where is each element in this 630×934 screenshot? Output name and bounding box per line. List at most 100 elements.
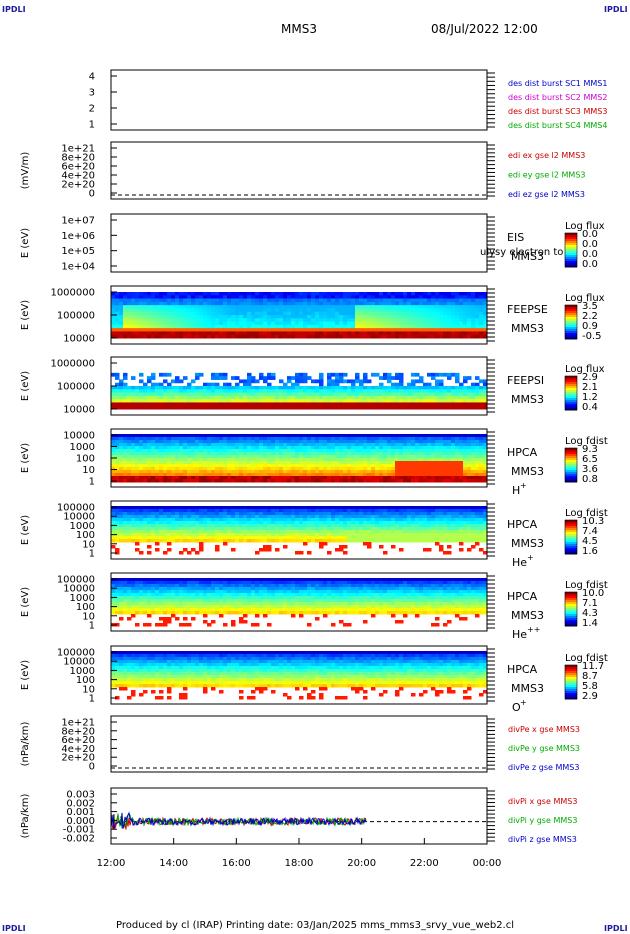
colorbar-segment — [565, 550, 577, 553]
y-tick-label: 10000 — [63, 431, 95, 442]
panel-frame-eis — [110, 213, 488, 273]
series-line — [110, 811, 367, 830]
colorbar-tick-label: 0.0 — [582, 239, 598, 250]
colorbar-frame — [564, 375, 578, 411]
colorbar-tick-label: 6.5 — [582, 454, 598, 465]
y-tick-label: 0 — [89, 189, 95, 200]
y-tick-label: 100000 — [57, 648, 95, 659]
y-tick-label: -0.001 — [63, 825, 95, 836]
x-tick-label: 20:00 — [347, 858, 376, 869]
colorbar-segment — [565, 598, 577, 601]
colorbar-segment — [565, 247, 577, 250]
y-tick-label: 100 — [76, 454, 95, 465]
legend-entry: divPe x gse MMS3 — [508, 725, 580, 734]
timeseries-divpi — [110, 811, 487, 830]
y-tick-label: 1e+04 — [61, 262, 95, 273]
colorbar-segment — [565, 380, 577, 383]
instrument-label: HPCA — [507, 663, 538, 676]
charge-label: ++ — [527, 625, 540, 634]
colorbar-segment — [565, 622, 577, 625]
colorbar-segment — [565, 448, 577, 451]
colorbar-segment — [565, 683, 577, 686]
y-tick-label: 1000000 — [50, 288, 95, 299]
colorbar-segment — [565, 546, 577, 549]
y-tick-label: 2e+20 — [61, 180, 95, 191]
colorbar-segment — [565, 480, 577, 483]
colorbar-segment — [565, 468, 577, 471]
colorbar-title: Log fdist — [565, 653, 608, 664]
colorbar-tick-label: 8.7 — [582, 671, 598, 682]
y-tick-label: 0.002 — [66, 798, 95, 809]
colorbar-segment — [565, 398, 577, 401]
panel-frame-hpca_hepp — [110, 572, 488, 632]
instrument-label: HPCA — [507, 518, 538, 531]
colorbar-segment — [565, 309, 577, 312]
colorbar-tick-label: 0.4 — [582, 402, 598, 413]
panel-frame-burst — [110, 69, 488, 131]
colorbar-segment — [565, 394, 577, 397]
colorbar-segment — [565, 313, 577, 316]
colorbar-segment — [565, 687, 577, 690]
x-tick-label: 12:00 — [97, 858, 126, 869]
colorbar-segment — [565, 592, 577, 595]
colorbar-segment — [565, 456, 577, 459]
colorbar-segment — [565, 669, 577, 672]
colorbar-segment — [565, 677, 577, 680]
spacecraft-label: MMS3 — [511, 465, 544, 478]
colorbar-tick-label: 0.0 — [582, 259, 598, 270]
colorbar-segment — [565, 466, 577, 469]
y-tick-label: 6e+20 — [61, 162, 95, 173]
colorbar-segment — [565, 667, 577, 670]
colorbar-frame — [564, 232, 578, 268]
colorbar-segment — [565, 404, 577, 407]
colorbar-segment — [565, 257, 577, 260]
y-tick-label: 10 — [82, 684, 95, 695]
colorbar-segment — [565, 327, 577, 330]
colorbar-segment — [565, 239, 577, 242]
colorbar-segment — [565, 464, 577, 467]
spacecraft-label: MMS3 — [511, 250, 544, 263]
legend-entry: des dist burst SC4 MMS4 — [508, 121, 607, 130]
y-tick-label: 1 — [89, 477, 95, 488]
panel-frame-divpe — [110, 715, 488, 773]
y-axis-label: (nPa/km) — [20, 794, 31, 839]
colorbar-segment — [565, 532, 577, 535]
charge-label: + — [527, 553, 534, 562]
colorbar-segment — [565, 472, 577, 475]
charge-label: + — [520, 481, 527, 490]
y-tick-label: 100000 — [57, 503, 95, 514]
colorbar-tick-label: 1.4 — [582, 618, 598, 629]
colorbar-segment — [565, 524, 577, 527]
x-tick-label: 18:00 — [285, 858, 314, 869]
colorbar-segment — [565, 325, 577, 328]
colorbar-segment — [565, 261, 577, 264]
x-tick-label: 14:00 — [159, 858, 188, 869]
y-axis-label: (mV/m) — [20, 152, 31, 190]
colorbar-tick-label: 3.5 — [582, 301, 598, 312]
y-tick-label: 100 — [76, 530, 95, 541]
colorbar-segment — [565, 382, 577, 385]
y-tick-label: 0.003 — [66, 790, 95, 801]
colorbar-segment — [565, 406, 577, 409]
colorbar-tick-label: 3.6 — [582, 464, 598, 475]
colorbar-segment — [565, 679, 577, 682]
spacecraft-label: MMS3 — [511, 682, 544, 695]
colorbar-segment — [565, 542, 577, 545]
colorbar-segment — [565, 689, 577, 692]
y-tick-label: 2e+20 — [61, 753, 95, 764]
colorbar-segment — [565, 384, 577, 387]
colorbar-segment — [565, 243, 577, 246]
legend-entry: edi ex gse l2 MMS3 — [508, 151, 585, 160]
y-tick-label: 1 — [89, 120, 95, 131]
colorbar-segment — [565, 522, 577, 525]
colorbar-segment — [565, 259, 577, 262]
y-axis-label: E (eV) — [20, 587, 31, 617]
colorbar-segment — [565, 323, 577, 326]
y-tick-label: 10000 — [63, 405, 95, 416]
colorbar-segment — [565, 251, 577, 254]
colorbar-segment — [565, 452, 577, 455]
colorbar-tick-label: 0.8 — [582, 474, 598, 485]
series-line — [110, 812, 367, 829]
colorbar-frame — [564, 664, 578, 700]
